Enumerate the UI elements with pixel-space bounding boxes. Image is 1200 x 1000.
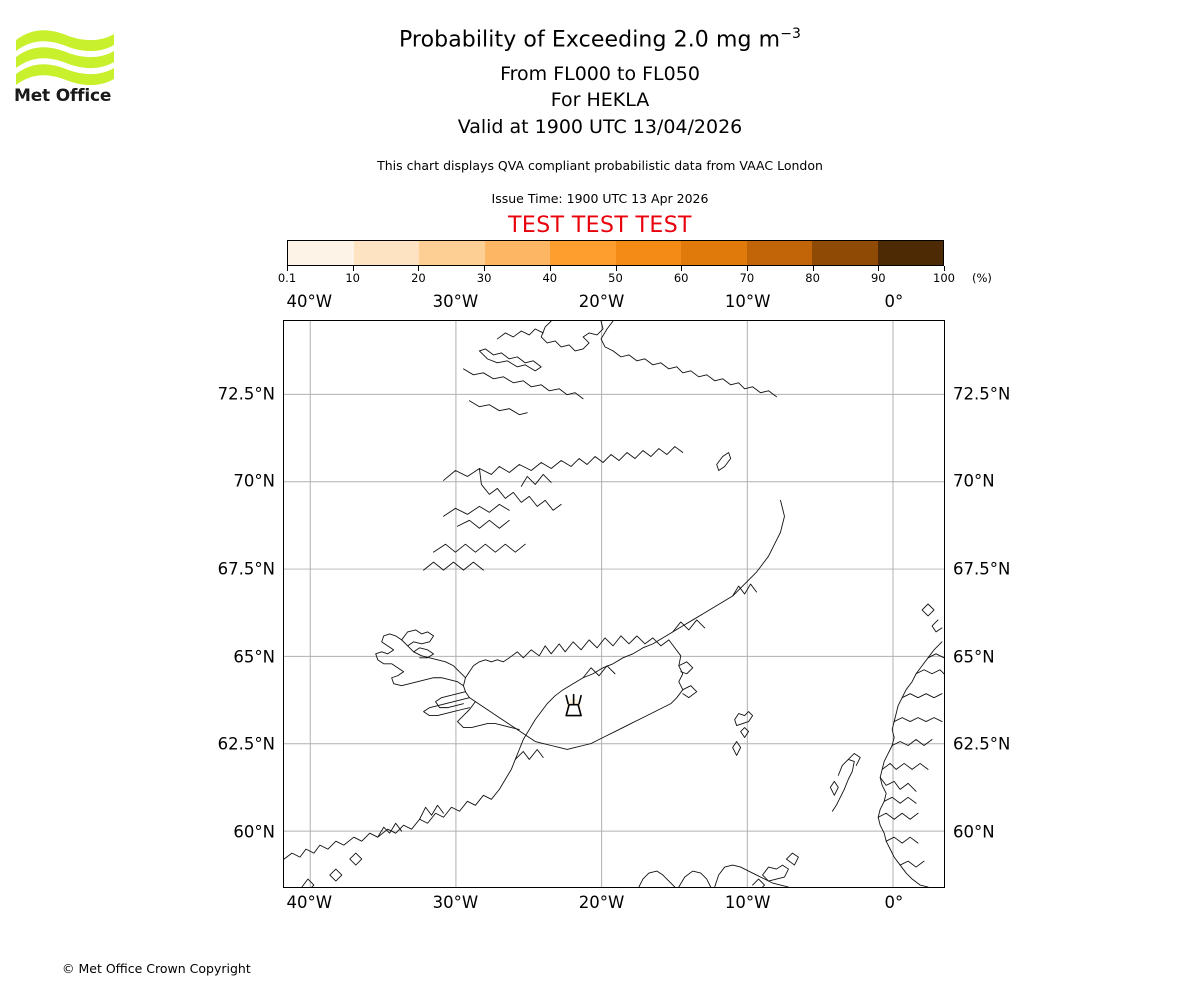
map-canvas: [284, 321, 944, 887]
colorbar-segment-7: [746, 241, 812, 265]
colorbar-segment-0: [288, 241, 354, 265]
longitude-label-bottom: 20°W: [578, 893, 625, 912]
colorbar-tick-label: 80: [805, 271, 820, 285]
colorbar-ticks: [287, 266, 945, 276]
longitude-label-bottom: 0°: [884, 893, 904, 912]
map-panel[interactable]: [283, 320, 945, 888]
copyright-notice: © Met Office Crown Copyright: [62, 961, 251, 976]
colorbar-tick: [418, 266, 420, 271]
colorbar-tick-label: 100: [933, 271, 955, 285]
longitude-label-top: 40°W: [286, 292, 333, 311]
colorbar-segment-2: [419, 241, 485, 265]
colorbar-tick: [681, 266, 683, 271]
colorbar-tick-label: 50: [608, 271, 623, 285]
colorbar-tick-label: 0.1: [277, 271, 297, 285]
colorbar-tick: [484, 266, 486, 271]
colorbar-segment-4: [550, 241, 616, 265]
colorbar-tick: [615, 266, 617, 271]
colorbar-tick-label: 60: [673, 271, 689, 285]
page-title: Probability of Exceeding 2.0 mg m−3: [0, 26, 1200, 52]
colorbar-tick-label: 70: [739, 271, 755, 285]
colorbar-tick: [746, 266, 748, 271]
map-gridlines: [284, 321, 944, 887]
colorbar-unit-label: (%): [972, 271, 992, 285]
latitude-label-right: 60°N: [953, 822, 995, 842]
colorbar-tick-label: 30: [476, 271, 492, 285]
longitude-label-top: 0°: [884, 292, 904, 311]
test-banner: TEST TEST TEST: [508, 213, 692, 238]
latitude-label-right: 67.5°N: [953, 559, 1011, 579]
colorbar-tick: [812, 266, 814, 271]
colorbar-tick-label: 40: [542, 271, 558, 285]
latitude-label-right: 62.5°N: [953, 734, 1011, 754]
latitude-axis-right: 72.5°N 70°N 67.5°N 65°N 62.5°N 60°N: [953, 320, 1113, 888]
colorbar-tick: [352, 266, 354, 271]
longitude-label-top: 10°W: [724, 292, 771, 311]
colorbar-segment-8: [812, 241, 878, 265]
flight-level-subtitle: From FL000 to FL050: [500, 63, 700, 85]
longitude-label-top: 30°W: [432, 292, 479, 311]
probability-colorbar: 0.1 10 20 30 40 50 60 70 80 90 100: [278, 240, 955, 285]
latitude-axis-left: 72.5°N 70°N 67.5°N 65°N 62.5°N 60°N: [120, 320, 275, 888]
volcano-subtitle: For HEKLA: [550, 89, 650, 111]
latitude-label-right: 70°N: [953, 471, 995, 491]
page-title-text: Probability of Exceeding 2.0 mg m: [398, 27, 781, 53]
longitude-axis-bottom: 40°W 30°W 20°W 10°W 0°: [283, 893, 945, 915]
colorbar-gradient: [287, 240, 944, 266]
latitude-label-right: 65°N: [953, 647, 995, 667]
latitude-label-left: 62.5°N: [217, 734, 275, 754]
met-office-wave-mark: [16, 30, 114, 86]
colorbar-segment-6: [681, 241, 747, 265]
latitude-label-left: 70°N: [233, 471, 275, 491]
latitude-label-left: 65°N: [233, 647, 275, 667]
latitude-label-left: 72.5°N: [217, 384, 275, 404]
issue-time-label: Issue Time: 1900 UTC 13 Apr 2026: [491, 191, 709, 206]
latitude-label-left: 60°N: [233, 822, 275, 842]
valid-time-subtitle: Valid at 1900 UTC 13/04/2026: [457, 116, 743, 138]
colorbar-tick: [944, 266, 945, 271]
colorbar-segment-5: [615, 241, 681, 265]
colorbar-tick-label: 10: [345, 271, 361, 285]
coastlines: [284, 321, 944, 887]
colorbar-tick: [878, 266, 880, 271]
longitude-label-top: 20°W: [578, 292, 625, 311]
colorbar-segment-9: [877, 241, 943, 265]
colorbar-segment-3: [484, 241, 550, 265]
colorbar-tick-label: 20: [411, 271, 426, 285]
colorbar-tick: [549, 266, 551, 271]
met-office-wordmark: Met Office: [14, 86, 112, 106]
longitude-label-bottom: 30°W: [432, 893, 479, 912]
page-title-exponent: −3: [780, 26, 802, 42]
colorbar-segment-1: [353, 241, 419, 265]
colorbar-tick: [287, 266, 288, 271]
latitude-label-left: 67.5°N: [217, 559, 275, 579]
longitude-axis-top: 40°W 30°W 20°W 10°W 0°: [283, 292, 945, 312]
latitude-label-right: 72.5°N: [953, 384, 1011, 404]
qva-compliance-note: This chart displays QVA compliant probab…: [377, 158, 823, 173]
longitude-label-bottom: 10°W: [724, 893, 771, 912]
met-office-logo: Met Office: [14, 26, 124, 116]
longitude-label-bottom: 40°W: [286, 893, 333, 912]
volcano-icon: [565, 693, 582, 717]
colorbar-tick-label: 90: [870, 271, 886, 285]
colorbar-tick-labels: 0.1 10 20 30 40 50 60 70 80 90 100: [278, 271, 955, 287]
